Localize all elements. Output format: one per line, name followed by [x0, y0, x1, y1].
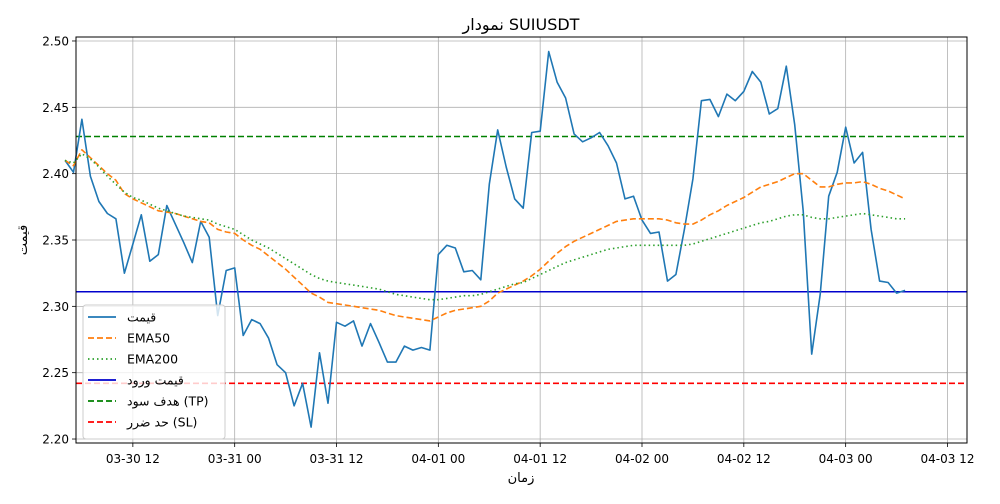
legend-label: هدف سود (TP) — [127, 394, 209, 410]
y-tick-label: 2.35 — [42, 234, 69, 248]
x-tick-label: 03-31 12 — [310, 452, 364, 466]
x-axis-ticks: 03-30 12 03-31 00 03-31 12 04-01 00 04-01 12… — [106, 443, 975, 466]
legend-label: قیمت ورود — [127, 373, 184, 389]
y-tick-label: 2.50 — [42, 34, 69, 48]
y-axis-label: قیمت — [16, 225, 31, 255]
chart-title: نمودار SUIUSDT — [462, 15, 580, 35]
legend-box — [82, 304, 226, 440]
legend-label: EMA200 — [127, 352, 178, 367]
y-axis-ticks: 2.20 2.25 2.30 2.35 2.40 2.45 2.50 — [42, 34, 76, 447]
series-line — [64, 50, 906, 428]
x-axis-label: زمان — [508, 471, 535, 486]
x-tick-label: 04-02 12 — [717, 452, 771, 466]
legend-label: EMA50 — [127, 331, 170, 346]
series-line — [64, 149, 906, 322]
plot-frame — [75, 36, 968, 444]
x-tick-label: 04-03 12 — [921, 452, 975, 466]
y-tick-label: 2.30 — [42, 300, 69, 314]
x-tick-label: 03-31 00 — [208, 452, 262, 466]
y-tick-label: 2.45 — [42, 101, 69, 115]
y-tick-label: 2.40 — [42, 167, 69, 181]
x-tick-label: 04-02 00 — [615, 452, 669, 466]
legend-label: قیمت — [127, 310, 156, 325]
x-tick-label: 04-01 12 — [513, 452, 567, 466]
x-tick-label: 04-01 00 — [411, 452, 465, 466]
series-lines — [64, 50, 906, 428]
y-tick-label: 2.25 — [42, 366, 69, 380]
legend-label: حد ضرر (SL) — [126, 415, 197, 431]
x-tick-label: 04-03 00 — [819, 452, 873, 466]
x-tick-label: 03-30 12 — [106, 452, 160, 466]
legend: قیمت EMA50 EMA200 قیمت ورود هدف سود (TP) حد ض… — [82, 304, 226, 440]
y-tick-label: 2.20 — [42, 433, 69, 447]
